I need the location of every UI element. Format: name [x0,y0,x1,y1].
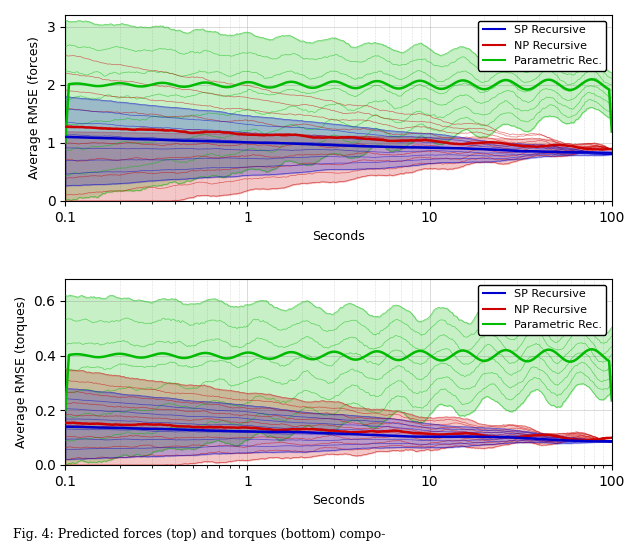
Legend: SP Recursive, NP Recursive, Parametric Rec.: SP Recursive, NP Recursive, Parametric R… [478,21,606,71]
Text: Fig. 4: Predicted forces (top) and torques (bottom) compo-: Fig. 4: Predicted forces (top) and torqu… [13,528,385,541]
X-axis label: Seconds: Seconds [312,494,365,507]
Legend: SP Recursive, NP Recursive, Parametric Rec.: SP Recursive, NP Recursive, Parametric R… [478,285,606,335]
Y-axis label: Average RMSE (forces): Average RMSE (forces) [28,36,41,180]
X-axis label: Seconds: Seconds [312,230,365,243]
Y-axis label: Average RMSE (torques): Average RMSE (torques) [15,296,28,448]
